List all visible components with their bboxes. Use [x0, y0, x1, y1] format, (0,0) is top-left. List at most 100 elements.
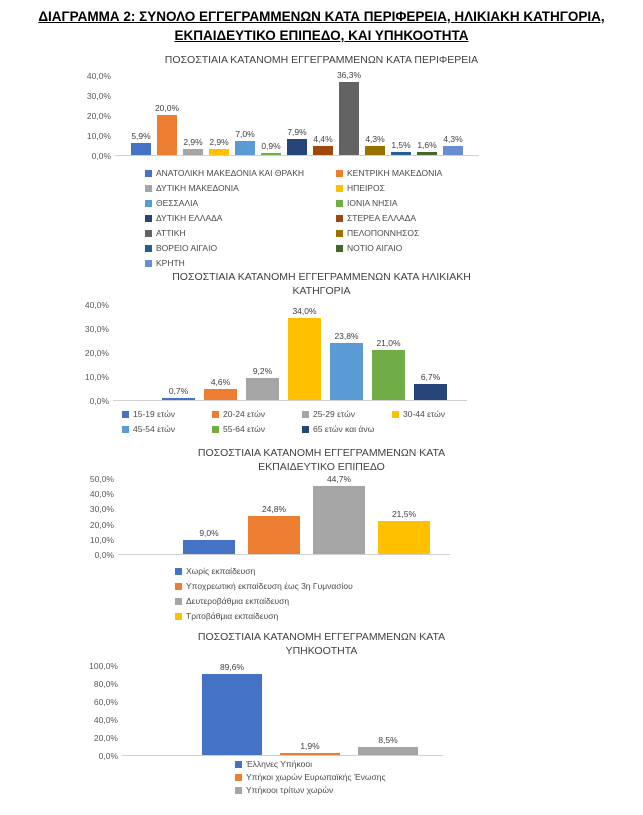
legend-label: ΑΝΑΤΟΛΙΚΗ ΜΑΚΕΔΟΝΙΑ ΚΑΙ ΘΡΑΚΗ	[156, 168, 305, 178]
legend-item: ΘΕΣΣΑΛΙΑ	[145, 199, 330, 208]
y-axis-tick: 20,0%	[89, 519, 114, 530]
bar	[209, 149, 229, 155]
bar-group: 2,9%	[209, 75, 229, 155]
y-axis-tick: 40,0%	[93, 715, 118, 725]
legend-swatch-icon	[212, 426, 219, 433]
bar-group: 89,6%	[202, 662, 262, 755]
legend-item: ΑΝΑΤΟΛΙΚΗ ΜΑΚΕΔΟΝΙΑ ΚΑΙ ΘΡΑΚΗ	[145, 169, 330, 178]
bar	[261, 153, 281, 155]
bar-group: 21,0%	[372, 304, 405, 400]
y-axis-tick: 20,0%	[93, 733, 118, 743]
legend-swatch-icon	[302, 411, 309, 418]
bar	[183, 149, 203, 155]
bar-group: 1,9%	[280, 665, 340, 755]
legend-item: Υποχρεωτική εκπαίδευση έως 3η Γυμνασίου	[175, 582, 353, 591]
legend-item: ΑΤΤΙΚΗ	[145, 229, 330, 238]
bar-group: 9,2%	[246, 304, 279, 400]
bar-group: 7,9%	[287, 75, 307, 155]
legend-item: ΚΕΝΤΡΙΚΗ ΜΑΚΕΔΟΝΙΑ	[336, 169, 442, 178]
legend-swatch-icon	[145, 170, 152, 177]
legend-item: Χωρίς εκπαίδευση	[175, 567, 353, 576]
legend-item: ΠΕΛΟΠΟΝΝΗΣΟΣ	[336, 229, 442, 238]
bar	[339, 82, 359, 155]
legend-swatch-icon	[145, 185, 152, 192]
legend-label: Χωρίς εκπαίδευση	[186, 566, 256, 576]
legend-item: ΣΤΕΡΕΑ ΕΛΛΑΔΑ	[336, 214, 442, 223]
legend-swatch-icon	[175, 613, 182, 620]
legend-label: Τριτοβάθμια εκπαίδευση	[186, 611, 279, 621]
legend-item: ΗΠΕΙΡΟΣ	[336, 184, 442, 193]
citizenship-distribution-chart: ΠΟΣΟΣΤΙΑΙΑ ΚΑΤΑΝΟΜΗ ΕΓΓΕΓΡΑΜΜΕΝΩΝ ΚΑΤΑ Υ…	[0, 630, 643, 795]
plot-area: 40,0% 30,0% 20,0% 10,0% 0,0% 0,7% 4,6% 9,2% 34,…	[71, 300, 643, 406]
legend-swatch-icon	[175, 598, 182, 605]
legend-label: ΠΕΛΟΠΟΝΝΗΣΟΣ	[347, 228, 420, 238]
legend-swatch-icon	[302, 426, 309, 433]
bar-value-label: 4,4%	[313, 134, 333, 145]
bar-value-label: 21,0%	[376, 337, 401, 348]
bar-value-label: 4,3%	[365, 134, 385, 145]
y-axis-tick: 80,0%	[93, 679, 118, 689]
legend-label: Υπήκοι χωρών Ευρωπαϊκής Ένωσης	[246, 772, 386, 782]
legend-label: 55-64 ετών	[223, 424, 266, 434]
bar-value-label: 0,7%	[168, 386, 189, 397]
bars-area: 89,6% 1,9% 8,5%	[122, 662, 443, 756]
legend-swatch-icon	[336, 170, 343, 177]
legend-swatch-icon	[336, 230, 343, 237]
legend-label: ΘΕΣΣΑΛΙΑ	[156, 198, 199, 208]
bar-group: 34,0%	[288, 304, 321, 400]
bar-group: 44,7%	[313, 474, 365, 554]
bars-area: 5,9% 20,0% 2,9% 2,9% 7,0% 0,9% 7,9% 4,4% 36,3% 4,…	[115, 70, 479, 156]
region-distribution-chart: ΠΟΣΟΣΤΙΑΙΑ ΚΑΤΑΝΟΜΗ ΕΓΓΕΓΡΑΜΜΕΝΩΝ ΚΑΤΑ Π…	[0, 53, 643, 268]
bar-value-label: 36,3%	[336, 70, 362, 81]
bar	[248, 516, 300, 554]
legend-label: Δευτεροβάθμια εκπαίδευση	[186, 596, 290, 606]
page-title: ΔΙΑΓΡΑΜΜΑ 2: ΣΥΝΟΛΟ ΕΓΓΕΓΡΑΜΜΕΝΩΝ ΚΑΤΑ Π…	[38, 9, 605, 43]
bar	[313, 486, 365, 554]
bar	[157, 115, 177, 155]
legend-swatch-icon	[122, 411, 129, 418]
legend-item: Δευτεροβάθμια εκπαίδευση	[175, 597, 353, 606]
bar-group: 2,9%	[183, 75, 203, 155]
bar-value-label: 9,0%	[199, 528, 219, 539]
bar	[183, 540, 235, 554]
bar-value-label: 4,6%	[210, 376, 231, 387]
legend-swatch-icon	[145, 200, 152, 207]
bar-group: 7,0%	[235, 75, 255, 155]
legend-swatch-icon	[145, 230, 152, 237]
y-axis: 100,0% 80,0% 60,0% 40,0% 20,0% 0,0%	[80, 661, 122, 761]
legend-item: ΝΟΤΙΟ ΑΙΓΑΙΟ	[336, 244, 442, 253]
bars-area: 9,0% 24,8% 44,7% 21,5%	[118, 474, 450, 555]
bar	[280, 753, 340, 755]
y-axis: 40,0% 30,0% 20,0% 10,0% 0,0%	[73, 71, 115, 161]
bar-value-label: 21,5%	[391, 509, 417, 520]
bar-value-label: 7,0%	[235, 129, 255, 139]
bar-value-label: 5,9%	[131, 131, 151, 142]
legend-item: 45-54 ετών	[122, 425, 206, 434]
legend-swatch-icon	[235, 787, 242, 794]
bar	[162, 398, 195, 400]
y-axis-tick: 10,0%	[86, 131, 111, 141]
bar-group: 6,7%	[414, 304, 447, 400]
legend-label: ΒΟΡΕΙΟ ΑΙΓΑΙΟ	[156, 243, 218, 253]
y-axis-tick: 30,0%	[86, 91, 111, 101]
bar-group: 4,3%	[443, 75, 463, 155]
legend-item: 25-29 ετών	[302, 410, 386, 419]
legend-swatch-icon	[336, 200, 343, 207]
bar-group: 23,8%	[330, 304, 363, 400]
bar-group: 36,3%	[337, 70, 361, 155]
legend-item: ΔΥΤΙΚΗ ΕΛΛΑΔΑ	[145, 214, 330, 223]
bar-value-label: 1,5%	[391, 140, 411, 150]
age-distribution-chart: ΠΟΣΟΣΤΙΑΙΑ ΚΑΤΑΝΟΜΗ ΕΓΓΕΓΡΑΜΜΕΝΩΝ ΚΑΤΑ Η…	[0, 270, 643, 434]
plot-area: 40,0% 30,0% 20,0% 10,0% 0,0% 5,9% 20,0% 2,9% 2,…	[73, 70, 643, 161]
bar-group: 20,0%	[155, 75, 179, 155]
y-axis-tick: 30,0%	[89, 504, 114, 515]
bar-value-label: 6,7%	[420, 371, 441, 382]
bar-group: 8,5%	[358, 665, 418, 755]
plot-area: 50,0% 40,0% 30,0% 20,0% 10,0% 0,0% 9,0% 24,8% 4…	[76, 474, 643, 560]
bar-value-label: 34,0%	[292, 306, 317, 317]
bar	[288, 318, 321, 400]
legend-item: 15-19 ετών	[122, 410, 206, 419]
y-axis-tick: 30,0%	[84, 324, 109, 334]
bar	[391, 152, 411, 155]
y-axis-tick: 60,0%	[93, 697, 118, 707]
